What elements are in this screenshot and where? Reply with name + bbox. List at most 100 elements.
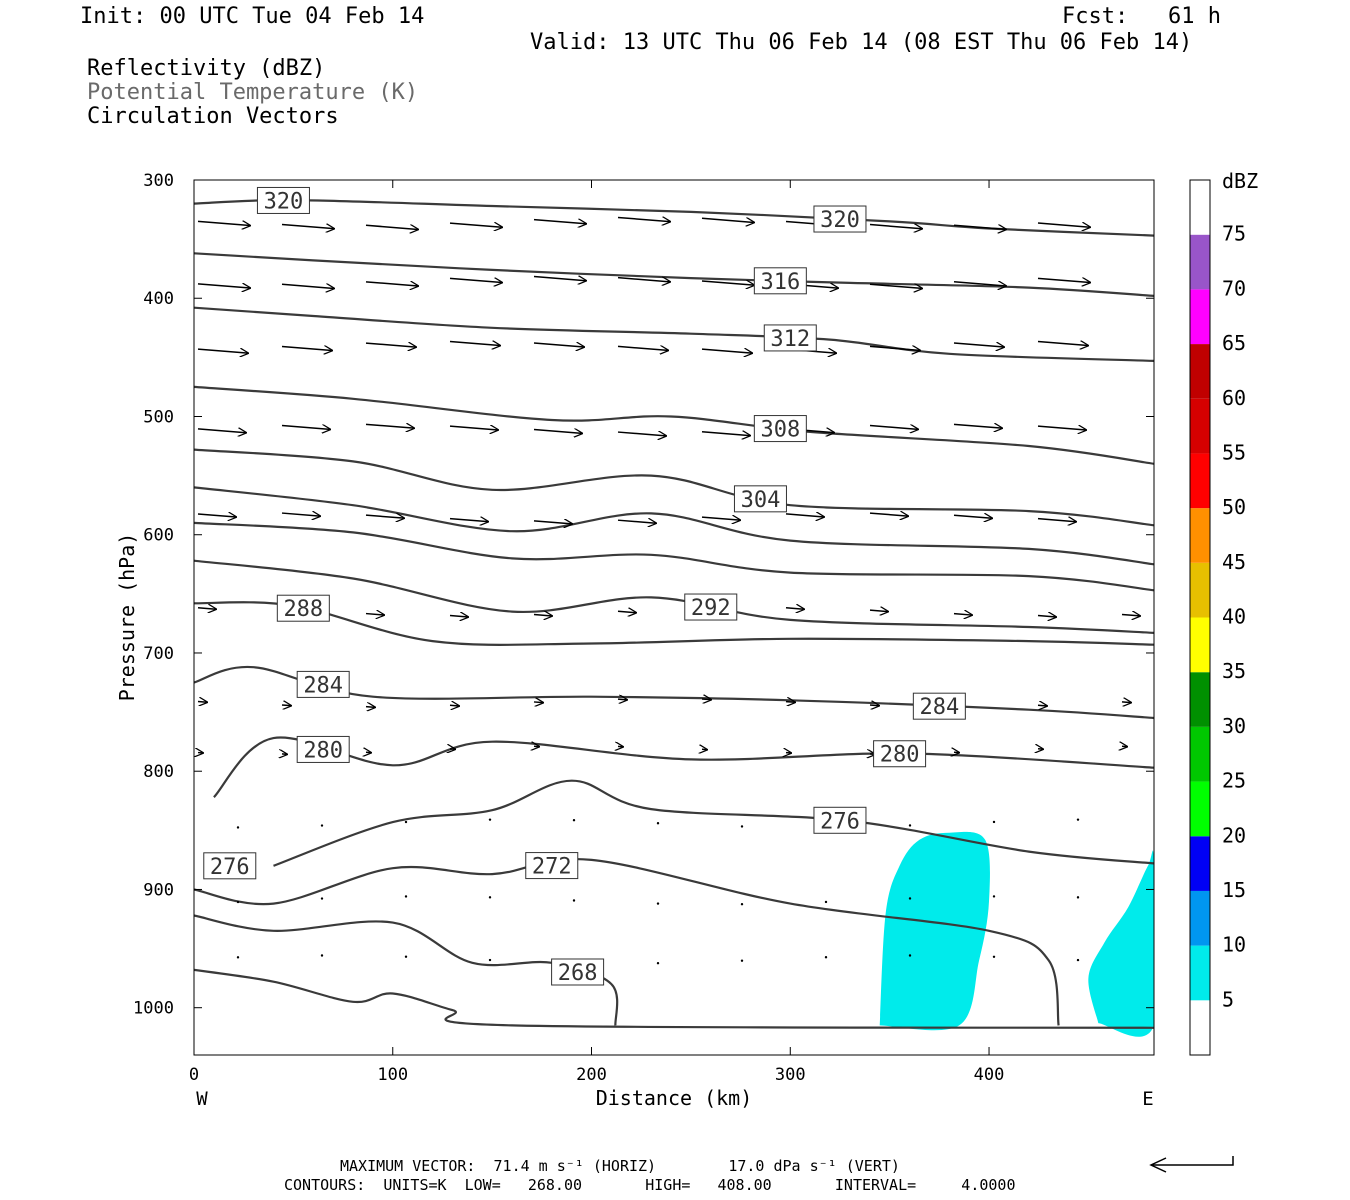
circulation-vector — [617, 278, 670, 282]
circulation-vector — [365, 515, 404, 518]
circulation-vector — [236, 956, 240, 959]
circulation-vector — [533, 277, 586, 281]
theta-contour-276 — [273, 779, 1154, 867]
circulation-vector — [1037, 426, 1086, 430]
x-end-label-east: E — [1142, 1088, 1153, 1110]
x-tick-label: 200 — [576, 1065, 607, 1085]
circulation-vector — [785, 514, 824, 517]
y-tick-label: 400 — [143, 289, 174, 309]
svg-text:308: 308 — [760, 418, 800, 443]
circulation-vector — [869, 426, 918, 430]
x-axis-label: Distance (km) — [596, 1086, 753, 1110]
circulation-vector — [785, 608, 804, 609]
circulation-vector — [617, 520, 656, 523]
colorbar-swatch — [1190, 617, 1210, 673]
colorbar-level-label: 30 — [1222, 714, 1246, 738]
contour-label-320: 320 — [256, 186, 310, 214]
circulation-vector — [1161, 819, 1163, 821]
theta-contour-292 — [194, 559, 1154, 634]
circulation-vector — [1037, 223, 1090, 227]
colorbar-swatch — [1190, 836, 1210, 891]
colorbar-swatch — [1190, 453, 1210, 509]
y-tick-label: 500 — [143, 407, 174, 427]
circulation-vector — [281, 705, 291, 706]
circulation-vector — [365, 225, 418, 229]
circulation-vector — [740, 903, 744, 906]
circulation-vector — [281, 225, 334, 229]
colorbar-swatch — [1190, 508, 1210, 563]
circulation-vector — [1121, 614, 1140, 615]
circulation-vector — [365, 282, 418, 286]
circulation-vector — [953, 282, 1006, 286]
colorbar-level-label: 15 — [1222, 878, 1246, 902]
circulation-vector — [533, 343, 584, 347]
circulation-vector — [953, 343, 1004, 347]
circulation-vector — [908, 824, 912, 827]
contour-label-304: 304 — [733, 485, 787, 513]
x-end-label-west: W — [196, 1088, 208, 1110]
circulation-vector — [992, 820, 996, 824]
circulation-vector — [869, 284, 922, 288]
circulation-vector — [701, 349, 752, 353]
valid-time: Valid: 13 UTC Thu 06 Feb 14 (08 EST Thu … — [530, 30, 1193, 55]
colorbar-swatch — [1190, 1000, 1210, 1055]
x-tick-label: 100 — [377, 1065, 408, 1085]
circulation-vector — [449, 278, 502, 282]
y-tick-label: 900 — [143, 880, 174, 900]
theta-contour-320 — [194, 198, 1154, 237]
svg-text:316: 316 — [760, 270, 800, 295]
svg-text:268: 268 — [558, 961, 598, 986]
contour-label-280: 280 — [873, 740, 927, 768]
contour-info: CONTOURS: UNITS=K LOW= 268.00 HIGH= 408.… — [284, 1176, 1016, 1194]
circulation-vector — [1037, 519, 1076, 522]
colorbar-title: dBZ — [1222, 169, 1258, 193]
circulation-vector — [1037, 342, 1088, 346]
circulation-vector — [824, 900, 828, 904]
circulation-vector — [197, 702, 207, 703]
svg-text:276: 276 — [820, 809, 860, 834]
colorbar-level-label: 65 — [1222, 331, 1246, 355]
circulation-vector — [617, 432, 666, 436]
circulation-vector — [701, 517, 740, 520]
circulation-vector — [1037, 705, 1047, 706]
circulation-vector — [953, 515, 992, 518]
svg-text:292: 292 — [691, 596, 731, 621]
plot-frame — [193, 179, 1155, 1056]
circulation-vector — [1161, 899, 1163, 901]
circulation-vector — [1037, 616, 1056, 617]
circulation-vector — [656, 962, 660, 965]
circulation-vector — [197, 608, 216, 609]
theta-contour-296 — [194, 521, 1154, 592]
theta-contour-304 — [194, 448, 1154, 527]
legend-potential-temperature: Potential Temperature (K) — [87, 80, 419, 105]
colorbar-frame — [1189, 179, 1211, 1056]
colorbar-swatch — [1190, 562, 1210, 618]
circulation-vector — [824, 956, 828, 959]
circulation-vector — [197, 349, 248, 353]
x-tick-label: 300 — [775, 1065, 806, 1085]
colorbar-level-label: 25 — [1222, 769, 1246, 793]
circulation-vector — [449, 426, 498, 430]
colorbar-level-label: 40 — [1222, 605, 1246, 629]
colorbar-level-label: 75 — [1222, 222, 1246, 246]
circulation-vector — [617, 611, 636, 612]
contour-label-320: 320 — [813, 205, 867, 233]
svg-text:320: 320 — [820, 208, 860, 233]
theta-contour-288 — [194, 601, 1154, 646]
theta-contour-264 — [194, 968, 1154, 1029]
contour-label-284: 284 — [912, 692, 966, 720]
circulation-vector — [449, 616, 468, 617]
circulation-vector — [365, 614, 384, 615]
circulation-vector — [404, 820, 408, 824]
circulation-vector — [281, 513, 320, 516]
colorbar-level-label: 60 — [1222, 386, 1246, 410]
y-tick-label: 1000 — [133, 999, 174, 1019]
theta-contour-312 — [194, 306, 1154, 362]
circulation-vector — [404, 895, 408, 898]
theta-contour-300 — [194, 486, 1154, 566]
circulation-vector — [740, 825, 744, 828]
circulation-vector — [953, 614, 972, 615]
circulation-vector — [1076, 958, 1080, 962]
contour-label-276: 276 — [813, 806, 867, 834]
